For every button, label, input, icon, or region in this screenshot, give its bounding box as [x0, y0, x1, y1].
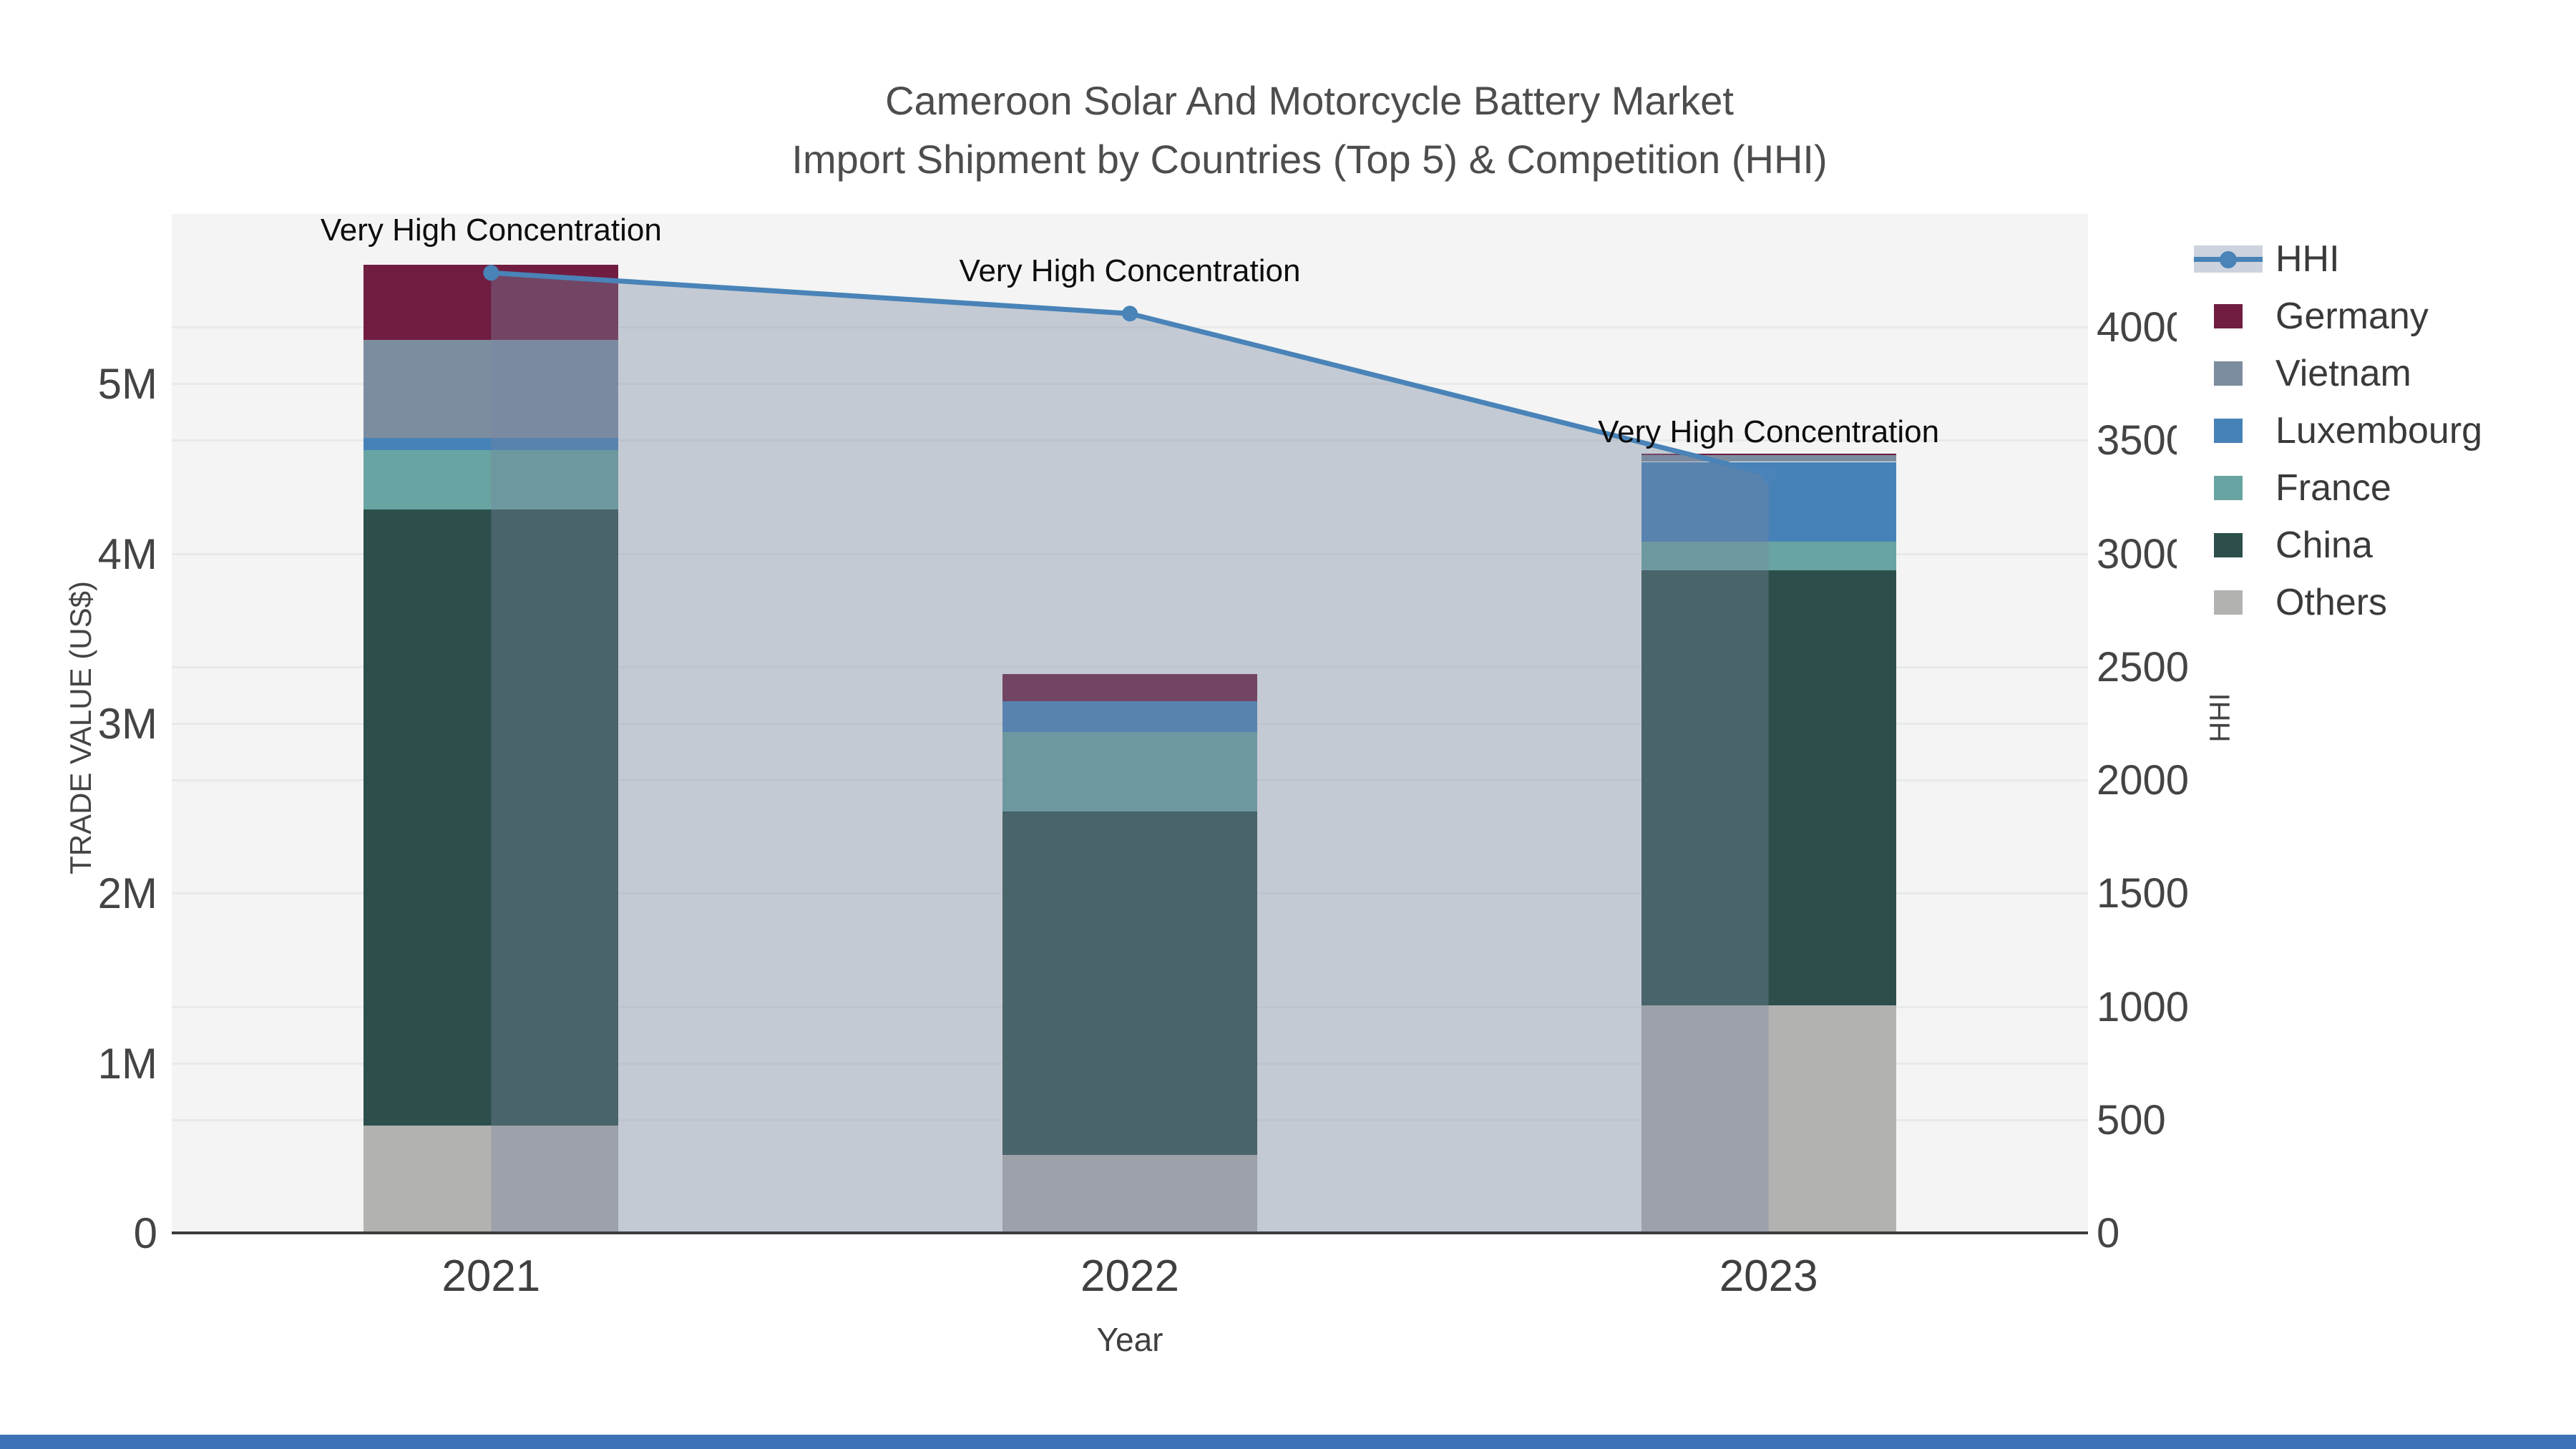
- hhi-sample-marker: [2220, 251, 2237, 268]
- legend-label-vietnam: Vietnam: [2275, 353, 2411, 394]
- annotation-2023: Very High Concentration: [1598, 414, 1940, 449]
- chart-title-line2: Import Shipment by Countries (Top 5) & C…: [791, 137, 1828, 182]
- legend-item-france[interactable]: France: [2177, 459, 2576, 517]
- legend-label-china: China: [2275, 525, 2373, 566]
- legend-swatch-china: [2214, 533, 2243, 557]
- legend-item-hhi[interactable]: HHI: [2177, 230, 2576, 288]
- x-axis-line: [172, 1231, 2088, 1234]
- bar-segment-china-2022: [1002, 811, 1257, 1155]
- left-tick-3M: 3M: [97, 700, 157, 748]
- bar-segment-china-2023: [1641, 570, 1896, 1005]
- right-tick-1500: 1500: [2097, 870, 2190, 917]
- left-tick-1M: 1M: [97, 1039, 157, 1088]
- bar-segment-others-2023: [1641, 1005, 1896, 1233]
- legend-item-china[interactable]: China: [2177, 517, 2576, 574]
- x-axis-title: Year: [1096, 1321, 1163, 1358]
- legend-item-luxembourg[interactable]: Luxembourg: [2177, 402, 2576, 459]
- legend-label-germany: Germany: [2275, 296, 2429, 337]
- right-tick-500: 500: [2097, 1096, 2166, 1143]
- legend-swatch-luxembourg: [2214, 419, 2243, 443]
- bar-segment-france-2022: [1002, 731, 1257, 812]
- legend-item-germany[interactable]: Germany: [2177, 288, 2576, 345]
- legend-swatch-others: [2214, 590, 2243, 615]
- bar-segment-france-2023: [1641, 542, 1896, 571]
- bar-segment-france-2021: [364, 449, 619, 509]
- legend-swatch-germany: [2214, 304, 2243, 328]
- legend-label-france: France: [2275, 467, 2391, 509]
- x-tick-2022: 2022: [1080, 1252, 1179, 1301]
- bar-segment-china-2021: [364, 509, 619, 1126]
- left-tick-4M: 4M: [97, 530, 157, 578]
- gridline-right-axis: [172, 665, 2088, 668]
- annotation-2021: Very High Concentration: [320, 213, 662, 248]
- legend-label-hhi: HHI: [2275, 238, 2340, 280]
- bar-segment-others-2022: [1002, 1154, 1257, 1233]
- bar-segment-luxembourg-2021: [364, 438, 619, 450]
- x-tick-2021: 2021: [441, 1252, 541, 1301]
- legend-item-others[interactable]: Others: [2177, 574, 2576, 631]
- legend-item-vietnam[interactable]: Vietnam: [2177, 345, 2576, 402]
- right-tick-4000: 4000: [2097, 304, 2190, 351]
- footer-bar: [0, 1435, 2576, 1449]
- bar-segment-luxembourg-2023: [1641, 462, 1896, 542]
- bar-segment-vietnam-2023: [1641, 455, 1896, 462]
- legend: HHI Germany Vietnam Luxembourg France China Ot…: [2177, 226, 2576, 635]
- right-axis-title: HHI: [2204, 693, 2236, 743]
- bar-segment-germany-2022: [1002, 674, 1257, 702]
- hhi-marker-2022: [1122, 306, 1138, 322]
- annotation-2022: Very High Concentration: [959, 253, 1301, 289]
- legend-swatch-france: [2214, 476, 2243, 500]
- hhi-line: [491, 270, 1770, 477]
- left-axis-title: TRADE VALUE (US$): [64, 581, 97, 874]
- legend-label-others: Others: [2275, 582, 2388, 623]
- bar-segment-others-2021: [364, 1126, 619, 1233]
- right-tick-2000: 2000: [2097, 757, 2190, 804]
- right-tick-1000: 1000: [2097, 983, 2190, 1030]
- bar-segment-germany-2023: [1641, 453, 1896, 455]
- left-tick-5M: 5M: [97, 360, 157, 409]
- right-tick-3000: 3000: [2097, 530, 2190, 577]
- legend-swatch-vietnam: [2214, 361, 2243, 386]
- gridline-right-axis: [172, 552, 2088, 555]
- chart-title-line1: Cameroon Solar And Motorcycle Battery Ma…: [885, 78, 1734, 123]
- left-tick-2M: 2M: [97, 869, 157, 918]
- hhi-line-sample: [2194, 245, 2263, 273]
- bar-segment-vietnam-2021: [364, 339, 619, 439]
- legend-label-luxembourg: Luxembourg: [2275, 410, 2483, 452]
- bar-segment-luxembourg-2022: [1002, 701, 1257, 732]
- right-tick-3500: 3500: [2097, 417, 2190, 464]
- x-tick-2023: 2023: [1719, 1252, 1818, 1301]
- bar-segment-germany-2021: [364, 265, 619, 340]
- right-tick-2500: 2500: [2097, 643, 2190, 691]
- right-tick-0: 0: [2097, 1210, 2120, 1257]
- left-tick-0: 0: [133, 1209, 157, 1257]
